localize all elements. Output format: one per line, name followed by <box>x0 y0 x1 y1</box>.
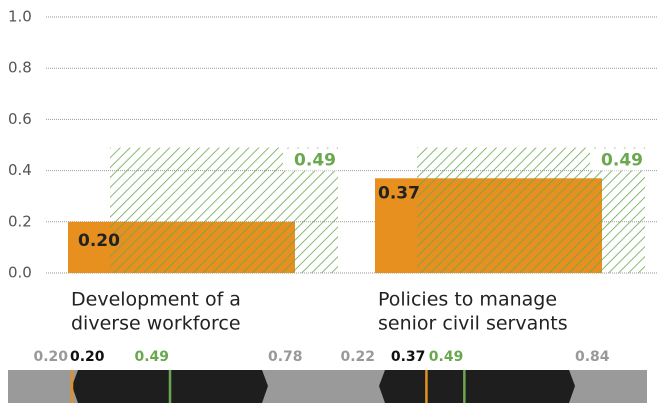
label-box <box>590 148 645 171</box>
category-label: Development of a <box>71 289 241 311</box>
range-value-label: 0.37 <box>391 349 426 365</box>
range-average-label: 0.49 <box>429 349 464 365</box>
range-band <box>379 370 575 403</box>
category-label: Policies to manage <box>378 289 557 311</box>
y-tick-label: 0.8 <box>8 59 32 77</box>
value-label: 0.49 <box>294 151 336 171</box>
y-tick-label: 0.0 <box>8 264 32 282</box>
range-value-label: 0.20 <box>70 349 105 365</box>
value-label: 0.20 <box>78 231 120 251</box>
y-tick-label: 0.6 <box>8 110 32 128</box>
value-label: 0.49 <box>601 151 643 171</box>
value-label: 0.37 <box>378 183 420 203</box>
y-tick-label: 0.2 <box>8 212 32 230</box>
y-tick-label: 0.4 <box>8 161 32 179</box>
category-label: diverse workforce <box>71 313 241 335</box>
label-box <box>283 148 338 171</box>
range-max-label: 0.78 <box>268 349 303 365</box>
category-label: senior civil servants <box>378 313 568 335</box>
y-tick-label: 1.0 <box>8 8 32 26</box>
range-max-label: 0.84 <box>575 349 610 365</box>
range-average-label: 0.49 <box>134 349 169 365</box>
range-min-label: 0.22 <box>340 349 375 365</box>
range-min-label: 0.20 <box>33 349 68 365</box>
